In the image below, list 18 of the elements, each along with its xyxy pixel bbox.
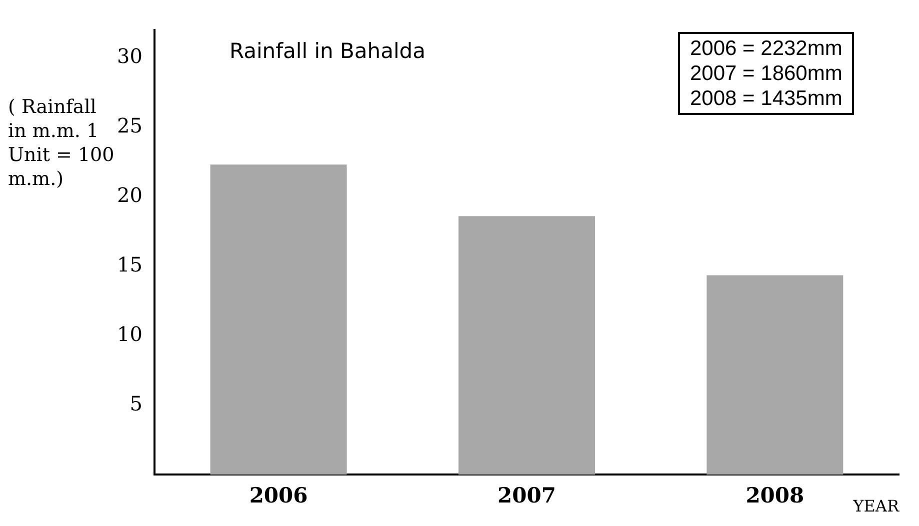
y-tick-label: 15: [116, 252, 142, 276]
annotation: 2007 = 1860mm: [690, 61, 842, 86]
bar: [458, 216, 595, 475]
x-tick-label: 2007: [498, 482, 556, 508]
y-tick-label: 10: [116, 322, 142, 346]
annotation: 2006 = 2232mm: [690, 36, 842, 61]
y-axis-title: ( Rainfall in m.m. 1 Unit = 100 m.m.): [8, 95, 116, 191]
x-tick-label: 2006: [249, 482, 308, 508]
text: Rainfall in Bahalda: [229, 39, 426, 63]
bar: [706, 275, 844, 475]
bar: [210, 164, 347, 475]
x-tick-label: 2008: [746, 482, 804, 508]
y-tick-label: 25: [116, 113, 142, 138]
y-tick-label: 20: [116, 182, 142, 207]
x-axis-title: YEAR: [852, 496, 900, 516]
annotation: 2008 = 1435mm: [690, 86, 842, 111]
y-tick-label: 5: [130, 391, 142, 416]
y-tick-label: 30: [116, 44, 142, 68]
